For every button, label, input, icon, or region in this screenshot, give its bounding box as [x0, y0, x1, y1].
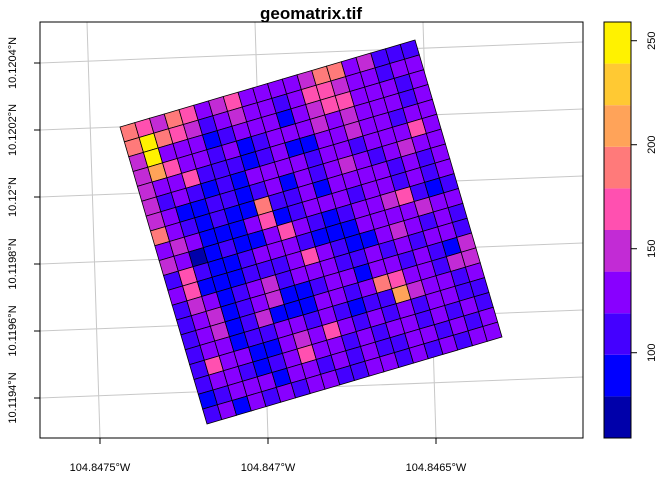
- y-axis: 10.1204°N 10.1202°N 10.12°N 10.1198°N 10…: [7, 37, 40, 424]
- legend-bin: [604, 105, 631, 147]
- color-legend: [604, 22, 631, 438]
- y-tick-label: 10.1204°N: [7, 37, 19, 89]
- legend-tick-label: 150: [646, 240, 658, 258]
- raster-cells: [119, 39, 503, 425]
- legend-bin: [604, 271, 631, 314]
- legend-bin: [604, 188, 631, 230]
- legend-bin: [604, 146, 631, 189]
- y-tick-label: 10.12°N: [7, 177, 19, 217]
- legend-bin: [604, 396, 631, 438]
- legend-bin: [604, 22, 631, 64]
- legend-bin: [604, 313, 631, 355]
- plot-frame: [39, 21, 584, 439]
- legend-bin: [604, 354, 631, 397]
- graticule-meridian: [86, 21, 101, 439]
- graticule-parallel: [39, 41, 584, 64]
- legend-ticks: 100 150 200 250: [631, 32, 658, 362]
- x-axis: 104.8475°W 104.847°W 104.8465°W: [70, 438, 467, 474]
- y-tick-label: 10.1202°N: [7, 104, 19, 156]
- x-tick-label: 104.847°W: [241, 462, 296, 474]
- raster-cell: [482, 321, 503, 342]
- legend-bin: [604, 63, 631, 106]
- y-tick-label: 10.1196°N: [7, 305, 19, 356]
- legend-tick-label: 250: [646, 32, 658, 50]
- y-tick-label: 10.1198°N: [7, 238, 19, 289]
- legend-bin: [604, 230, 631, 272]
- legend-frame: [603, 21, 632, 439]
- chart-title: geomatrix.tif: [260, 4, 362, 23]
- x-tick-label: 104.8465°W: [406, 462, 467, 474]
- y-tick-label: 10.1194°N: [7, 372, 19, 423]
- legend-tick-label: 100: [646, 344, 658, 362]
- legend-tick-label: 200: [646, 136, 658, 154]
- x-tick-label: 104.8475°W: [70, 462, 131, 474]
